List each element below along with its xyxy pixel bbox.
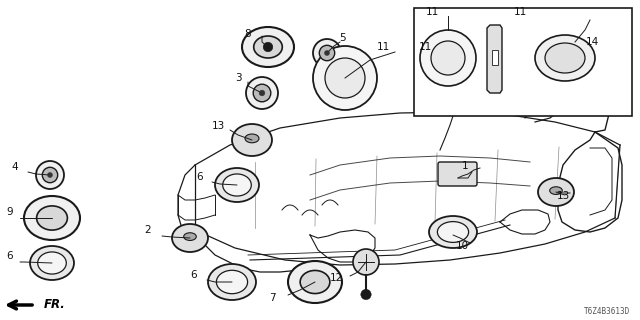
Ellipse shape [245,134,259,143]
Text: 12: 12 [330,273,342,283]
Ellipse shape [300,270,330,293]
Ellipse shape [437,222,468,243]
Text: 7: 7 [269,293,275,303]
Text: 5: 5 [339,33,346,43]
Ellipse shape [429,216,477,248]
Text: 11: 11 [426,7,438,17]
Text: 11: 11 [376,42,390,52]
Ellipse shape [38,252,67,274]
Text: 1: 1 [461,161,468,171]
Text: 6: 6 [191,270,197,280]
Ellipse shape [24,196,80,240]
Ellipse shape [538,178,574,206]
Ellipse shape [288,261,342,303]
FancyBboxPatch shape [438,162,477,186]
Text: 6: 6 [196,172,204,182]
Ellipse shape [30,246,74,280]
Circle shape [259,90,265,96]
Circle shape [253,84,271,102]
Text: 14: 14 [586,37,598,47]
Ellipse shape [172,224,208,252]
Circle shape [324,51,330,56]
Polygon shape [487,25,502,93]
Bar [414,8,632,116]
Text: 11: 11 [419,42,431,52]
Circle shape [246,77,278,109]
Ellipse shape [253,36,282,58]
Text: 4: 4 [12,162,19,172]
Text: 13: 13 [556,191,570,201]
Circle shape [431,41,465,75]
Ellipse shape [550,187,563,195]
Text: 11: 11 [513,7,527,17]
Ellipse shape [545,43,585,73]
Text: 10: 10 [456,241,468,251]
Circle shape [319,45,335,61]
Text: 6: 6 [6,251,13,261]
Ellipse shape [232,124,272,156]
Text: 9: 9 [6,207,13,217]
Ellipse shape [216,270,248,294]
Text: 8: 8 [244,29,252,39]
Text: FR.: FR. [44,299,66,311]
Text: 2: 2 [145,225,151,235]
Text: 13: 13 [211,121,225,131]
Polygon shape [492,50,498,65]
Ellipse shape [535,35,595,81]
Circle shape [36,161,64,189]
Text: T6Z4B3613D: T6Z4B3613D [584,307,630,316]
Ellipse shape [215,168,259,202]
Circle shape [263,42,273,52]
Text: 3: 3 [235,73,241,83]
Circle shape [313,46,377,110]
Ellipse shape [242,27,294,67]
Ellipse shape [208,264,256,300]
Circle shape [353,249,379,275]
Circle shape [420,30,476,86]
Ellipse shape [184,233,196,240]
Ellipse shape [223,174,252,196]
Circle shape [47,172,52,178]
Ellipse shape [36,206,67,230]
Circle shape [361,289,371,300]
Circle shape [313,39,341,67]
Circle shape [42,167,58,183]
Circle shape [325,58,365,98]
